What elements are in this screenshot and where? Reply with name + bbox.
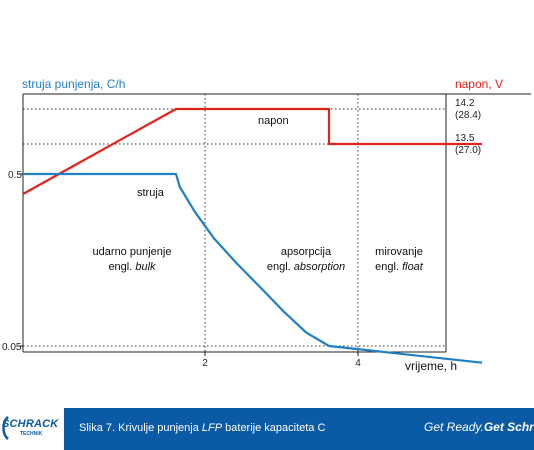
region-bulk-title: udarno punjenje [93,246,172,258]
slogan: Get Ready.Get Schra [424,420,534,434]
right-tick-label-1: 13.5 [455,133,475,144]
x-tick-label-1: 4 [355,358,361,369]
right-tick-alt-0: (28.4) [455,110,481,121]
series-label-napon: napon [258,115,289,127]
footer-bar: SCHRACK TECHNIK Slika 7. Krivulje punjen… [0,408,534,450]
logo-subtext: TECHNIK [20,431,43,437]
x-axis-label: vrijeme, h [405,359,457,373]
left-axis-label: struja punjenja, C/h [22,77,125,91]
right-tick-label-0: 14.2 [455,98,475,109]
region-float-title: mirovanje [375,246,423,258]
figure-caption: Slika 7. Krivulje punjenja LFP baterije … [79,422,326,434]
region-float-term: engl. float [375,261,424,273]
region-bulk-term: engl. bulk [108,261,156,273]
right-tick-alt-1: (27.0) [455,145,481,156]
series-napon-line [22,107,482,195]
series-struja-line [23,172,483,364]
right-axis-label: napon, V [455,77,503,91]
left-tick-label-1: 0.05 [2,342,22,353]
reference-lines [23,94,446,352]
charging-curve-chart: struja punjenja, C/h napon, V 0.5 0.05 1… [2,77,531,373]
region-absorption-title: apsorpcija [281,246,332,258]
region-absorption-term: engl. absorption [267,261,345,273]
logo-wordmark: SCHRACK [2,418,59,430]
series-label-struja: struja [137,187,165,199]
left-tick-label-0: 0.5 [8,170,22,181]
logo-swoosh-icon [2,416,9,440]
schrack-logo: SCHRACK TECHNIK [0,408,64,450]
x-tick-label-0: 2 [202,358,208,369]
